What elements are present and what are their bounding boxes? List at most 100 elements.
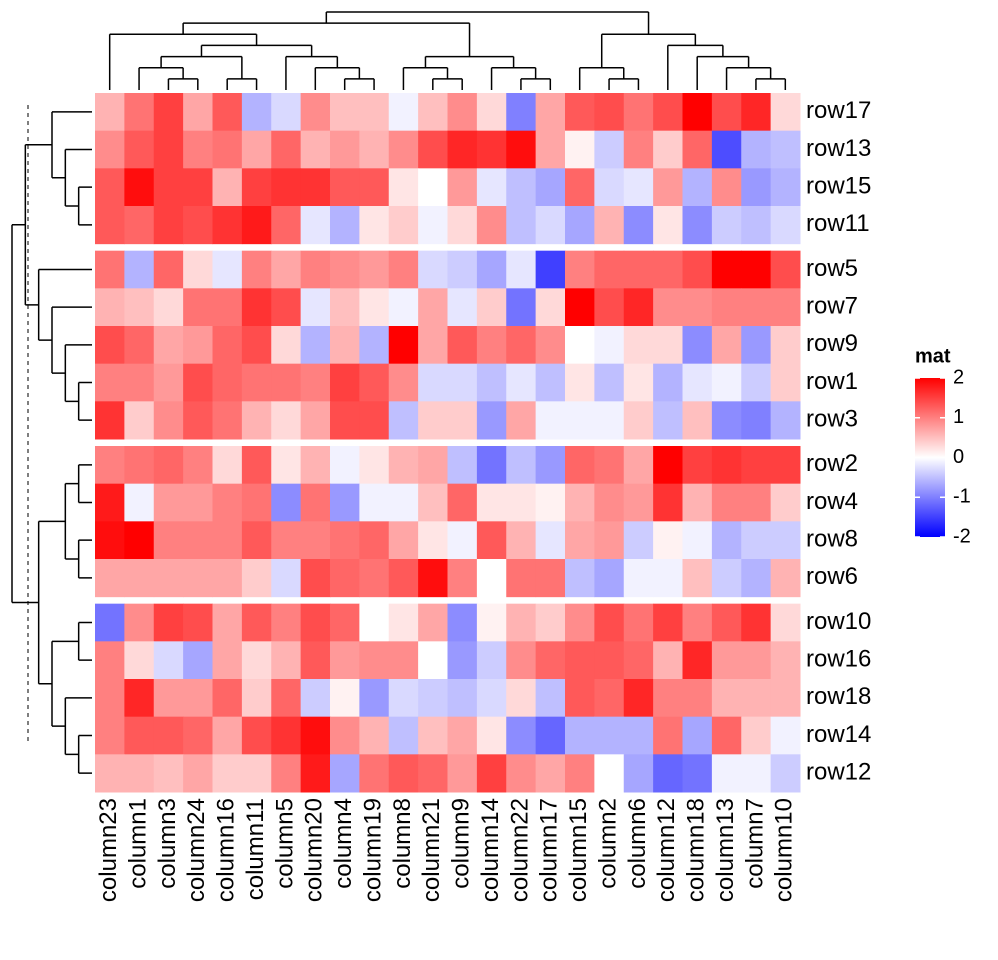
heatmap-cell <box>711 363 742 402</box>
dendrogram-branch <box>182 22 471 57</box>
heatmap-cell <box>359 206 390 245</box>
heatmap-cell <box>271 363 302 402</box>
heatmap-cell <box>594 483 625 522</box>
heatmap-cell <box>594 130 625 169</box>
heatmap-cell <box>124 288 155 327</box>
column-label: column11 <box>242 798 269 900</box>
heatmap-cell <box>682 559 713 598</box>
row-label: row14 <box>806 721 871 748</box>
heatmap-cell <box>359 168 390 207</box>
heatmap-cell <box>212 641 243 680</box>
heatmap-cell <box>535 206 566 245</box>
heatmap-cell <box>711 326 742 365</box>
heatmap-cell <box>682 206 713 245</box>
heatmap-cell <box>506 93 537 132</box>
heatmap-cell <box>300 130 331 169</box>
heatmap-cell <box>447 679 478 718</box>
heatmap-cell <box>153 363 184 402</box>
heatmap-cell <box>594 363 625 402</box>
heatmap-cell <box>653 521 683 560</box>
row-label: row3 <box>806 406 858 433</box>
heatmap-cell <box>153 483 184 522</box>
heatmap-cell <box>300 168 331 207</box>
heatmap-cell <box>124 716 155 755</box>
heatmap-cell <box>770 483 801 522</box>
column-label: column15 <box>565 798 592 902</box>
heatmap-cell <box>770 93 801 132</box>
dendrogram-branch <box>343 78 375 90</box>
legend-tick-label: -2 <box>953 525 971 547</box>
dendrogram-branch <box>490 66 537 90</box>
heatmap-cell <box>447 168 478 207</box>
heatmap-cell <box>212 363 243 402</box>
row-label: row11 <box>806 210 870 237</box>
heatmap-cell <box>330 641 360 680</box>
heatmap-cell <box>535 641 566 680</box>
heatmap-cell <box>535 363 566 402</box>
heatmap-cell <box>153 288 184 327</box>
heatmap-cell <box>241 716 272 755</box>
heatmap-cell <box>359 363 390 402</box>
heatmap-cell <box>330 603 360 642</box>
heatmap-cell <box>770 288 801 327</box>
column-label: column8 <box>389 798 416 889</box>
heatmap-cell <box>565 206 595 245</box>
heatmap-cell <box>623 521 654 560</box>
heatmap-cell <box>124 363 155 402</box>
heatmap-cell <box>359 130 390 169</box>
heatmap-cell <box>124 641 155 680</box>
heatmap-cell <box>623 363 654 402</box>
heatmap-cell <box>300 641 331 680</box>
heatmap-cell <box>418 603 448 642</box>
heatmap-cell <box>741 168 772 207</box>
heatmap-cell <box>359 603 390 642</box>
heatmap-cell <box>447 130 478 169</box>
heatmap-cell <box>95 754 125 793</box>
heatmap-cell <box>623 754 654 793</box>
heatmap-cell <box>153 206 184 245</box>
heatmap-cell <box>535 483 566 522</box>
dendrogram-branch <box>77 186 92 226</box>
heatmap-cell <box>418 363 448 402</box>
heatmap-cell <box>476 401 507 440</box>
heatmap-cell <box>271 250 302 289</box>
heatmap-cell <box>359 250 390 289</box>
heatmap-cell <box>95 401 125 440</box>
heatmap-cell <box>271 603 302 642</box>
heatmap-cell <box>95 603 125 642</box>
heatmap-cell <box>653 603 683 642</box>
heatmap-cell <box>506 401 537 440</box>
heatmap-cell <box>506 326 537 365</box>
heatmap-cell <box>506 483 537 522</box>
heatmap-cell <box>711 130 742 169</box>
heatmap-cell <box>388 559 419 598</box>
row-label: row12 <box>806 759 871 786</box>
heatmap-cell <box>153 168 184 207</box>
dendrogram-branch <box>432 78 463 90</box>
heatmap-cell <box>741 401 772 440</box>
heatmap-cell <box>623 679 654 718</box>
heatmap-cell <box>711 716 742 755</box>
heatmap-cell <box>388 288 419 327</box>
heatmap-cell <box>594 326 625 365</box>
heatmap-cell <box>418 641 448 680</box>
heatmap-cell <box>418 679 448 718</box>
heatmap-cell <box>95 206 125 245</box>
heatmap-cell <box>330 521 360 560</box>
heatmap-cell <box>388 401 419 440</box>
heatmap-cell <box>623 93 654 132</box>
heatmap-cell <box>565 679 595 718</box>
heatmap-cell <box>653 93 683 132</box>
heatmap-cell <box>506 206 537 245</box>
heatmap-cell <box>711 603 742 642</box>
heatmap-cell <box>359 559 390 598</box>
heatmap-cell <box>418 250 448 289</box>
heatmap-cell <box>330 168 360 207</box>
heatmap-cell <box>506 363 537 402</box>
legend-tick-label: 2 <box>953 366 964 388</box>
heatmap-cell <box>183 250 213 289</box>
heatmap-cell <box>388 326 419 365</box>
heatmap-cell <box>506 603 537 642</box>
heatmap-cell <box>535 716 566 755</box>
